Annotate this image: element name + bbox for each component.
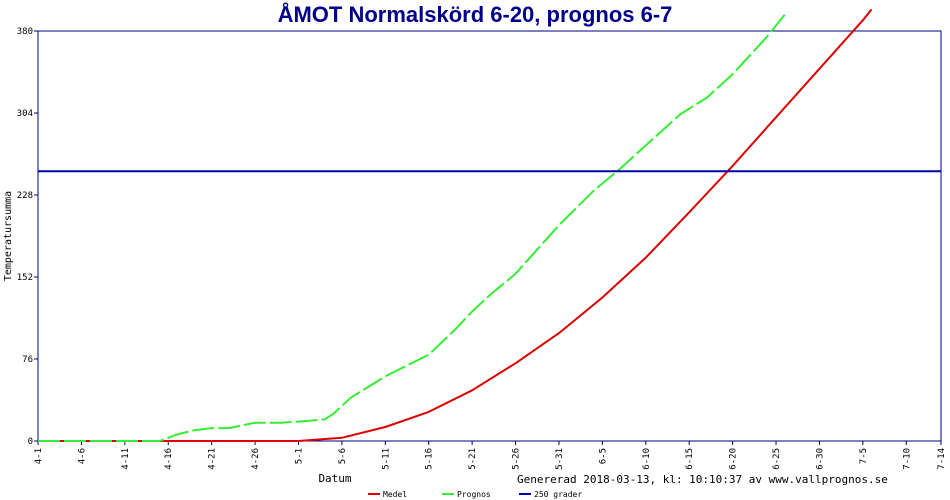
- legend-label: Medel: [383, 490, 407, 499]
- x-tick-label: 4-6: [77, 448, 87, 464]
- y-tick-label: 304: [17, 109, 33, 119]
- x-tick-label: 4-26: [251, 448, 261, 470]
- x-tick-label: 7-5: [859, 448, 869, 464]
- x-tick-label: 5-6: [338, 448, 348, 464]
- x-tick-label: 6-20: [729, 448, 739, 470]
- chart-title: ÅMOT Normalskörd 6-20, prognos 6-7: [277, 2, 673, 27]
- x-tick-label: 6-15: [685, 448, 695, 470]
- x-tick-label: 6-10: [642, 448, 652, 470]
- y-axis-label: Temperatursumma: [3, 191, 14, 281]
- series-line-0: [38, 8, 873, 442]
- y-tick-label: 380: [17, 27, 33, 37]
- x-tick-label: 5-26: [512, 448, 522, 470]
- x-tick-label: 5-1: [294, 448, 304, 464]
- y-tick-label: 76: [22, 355, 33, 365]
- x-tick-label: 6-5: [598, 448, 608, 464]
- series-line-1: [38, 14, 786, 442]
- x-tick-label: 4-1: [34, 448, 44, 464]
- x-tick-label: 6-30: [815, 448, 825, 470]
- x-tick-label: 4-16: [164, 448, 174, 470]
- x-tick-label: 4-11: [121, 448, 131, 470]
- x-tick-label: 5-16: [425, 448, 435, 470]
- plot-frame: [37, 30, 942, 442]
- x-tick-label: 5-31: [555, 448, 565, 470]
- y-tick-label: 0: [28, 437, 33, 447]
- x-axis-label: Datum: [318, 472, 351, 485]
- legend-label: Prognos: [457, 490, 491, 499]
- x-tick-label: 7-14: [937, 448, 947, 470]
- y-tick-label: 152: [17, 273, 33, 283]
- x-tick-label: 4-21: [208, 448, 218, 470]
- y-tick-label: 228: [17, 191, 33, 201]
- x-tick-label: 5-21: [468, 448, 478, 470]
- legend-label: 250 grader: [534, 490, 582, 499]
- x-tick-label: 6-25: [772, 448, 782, 470]
- x-tick-label: 5-11: [381, 448, 391, 470]
- x-tick-label: 7-10: [902, 448, 912, 470]
- generated-note: Genererad 2018-03-13, kl: 10:10:37 av ww…: [517, 473, 888, 486]
